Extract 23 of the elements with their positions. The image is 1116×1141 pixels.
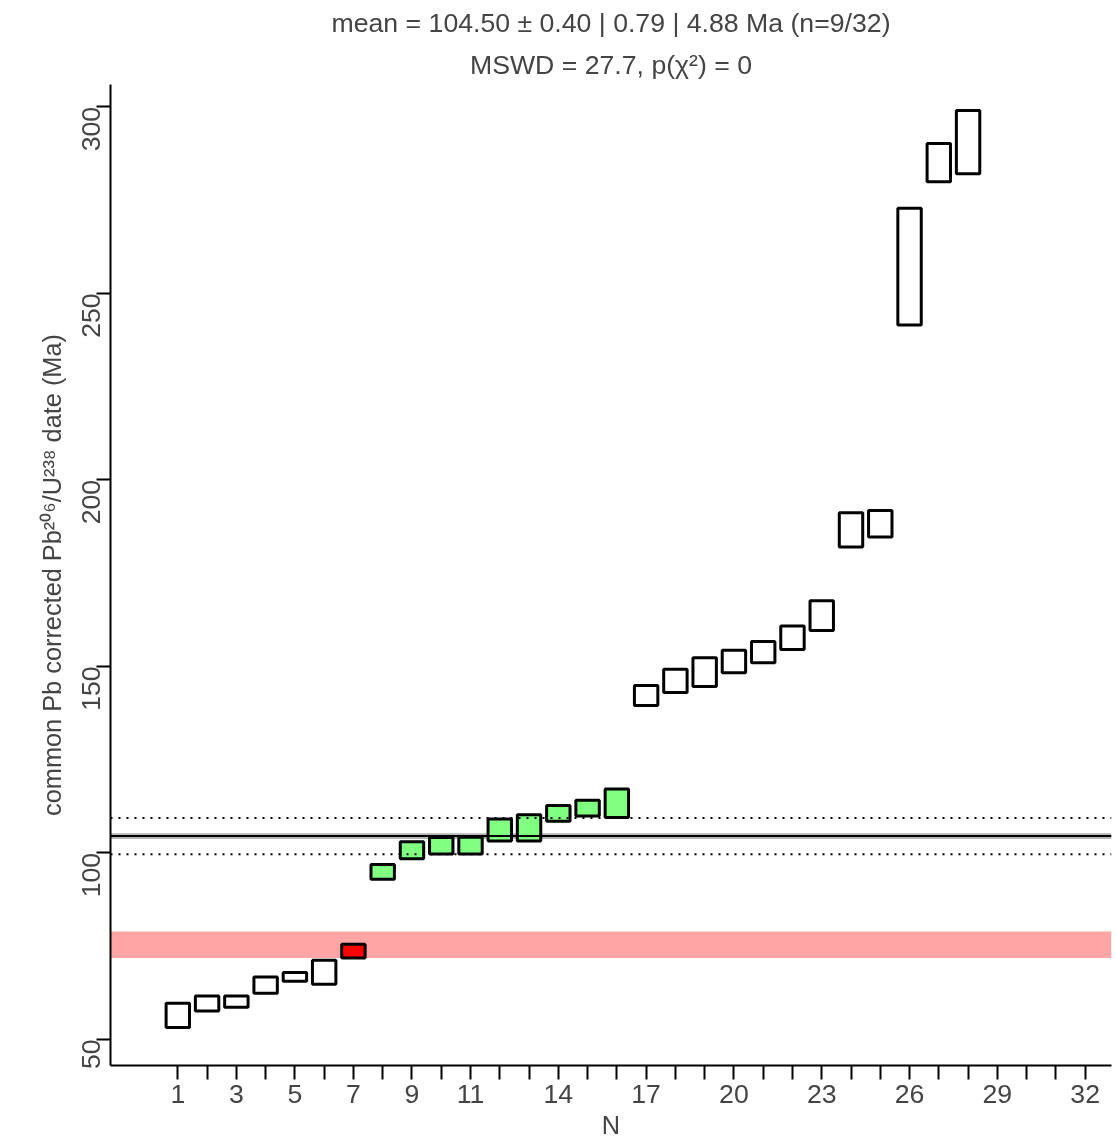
x-tick-label: 11 — [456, 1078, 485, 1109]
x-tick-label: 17 — [631, 1078, 661, 1109]
y-tick-label: 50 — [76, 1039, 107, 1070]
x-tick-label: 23 — [806, 1078, 837, 1109]
x-axis-title: N — [601, 1110, 621, 1139]
y-tick-label: 250 — [76, 293, 107, 338]
y-tick-label: 150 — [76, 666, 107, 711]
x-tick-label: 14 — [543, 1078, 574, 1109]
x-tick-label: 7 — [346, 1078, 361, 1109]
x-tick-label: 9 — [404, 1078, 420, 1109]
x-tick-label: 29 — [982, 1078, 1013, 1109]
x-tick-label: 20 — [719, 1078, 749, 1109]
y-tick-label: 100 — [76, 852, 107, 898]
x-tick-label: 26 — [894, 1078, 925, 1109]
chart-subtitle: MSWD = 27.7, p(χ²) = 0 — [469, 49, 753, 80]
x-tick-label: 3 — [228, 1078, 244, 1109]
y-tick-label: 200 — [76, 479, 107, 525]
y-tick-label: 300 — [76, 106, 107, 152]
x-tick-label: 32 — [1070, 1078, 1100, 1109]
chart-title: mean = 104.50 ± 0.40 | 0.79 | 4.88 Ma (n=9/32) — [331, 7, 891, 38]
x-tick-label: 5 — [287, 1078, 303, 1109]
x-tick-label: 1 — [170, 1078, 186, 1109]
y-axis-title: common Pb corrected Pb²⁰⁶/U²³⁸ date (Ma) — [37, 334, 66, 816]
